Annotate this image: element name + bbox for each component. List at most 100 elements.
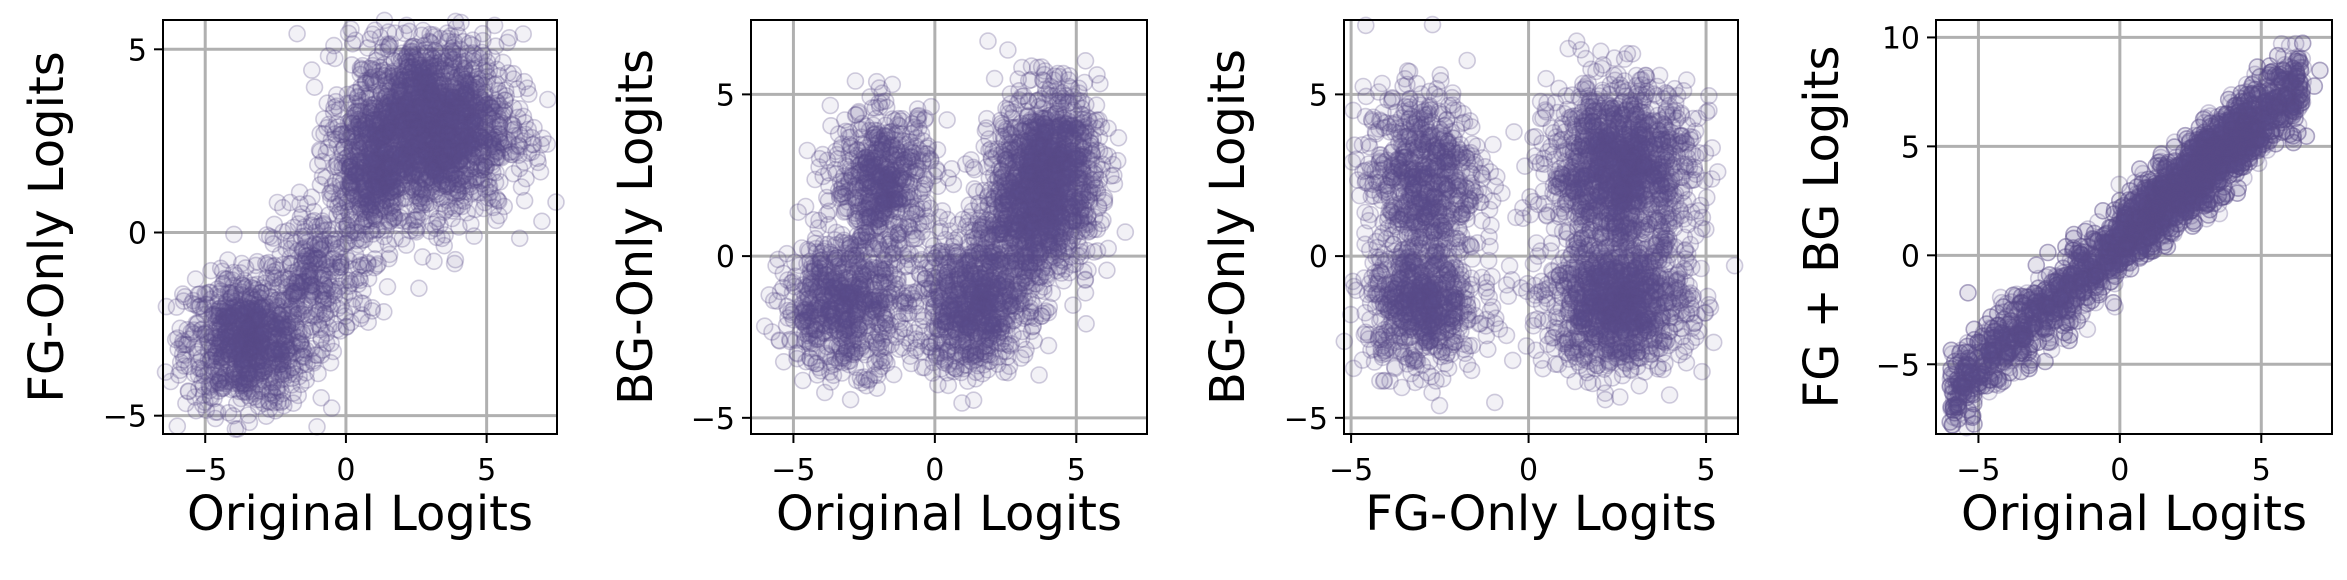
scatter-point	[510, 229, 529, 248]
scatter-point	[869, 217, 888, 235]
scatter-point	[242, 278, 260, 297]
scatter-point	[241, 389, 259, 407]
scatter-point	[262, 343, 280, 362]
scatter-point	[185, 338, 204, 357]
scatter-point	[229, 420, 247, 438]
scatter-point	[455, 143, 474, 161]
scatter-point	[240, 320, 258, 338]
scatter-point	[445, 166, 464, 184]
scatter-point	[512, 178, 531, 196]
scatter-point	[445, 254, 464, 273]
scatter-point	[252, 363, 271, 382]
scatter-point	[267, 341, 286, 359]
scatter-point	[465, 52, 484, 71]
scatter-point	[254, 324, 273, 343]
scatter-point	[245, 315, 263, 333]
scatter-point	[897, 170, 916, 189]
scatter-point	[230, 374, 248, 393]
scatter-point	[251, 372, 270, 391]
scatter-point	[795, 307, 814, 326]
scatter-point	[257, 357, 275, 376]
scatter-point	[801, 275, 820, 294]
scatter-point	[834, 310, 853, 329]
scatter-point	[275, 327, 293, 345]
scatter-point	[293, 240, 312, 258]
scatter-point	[230, 345, 248, 364]
scatter-point	[466, 168, 485, 187]
scatter-point	[822, 373, 840, 391]
scatter-point	[213, 353, 231, 371]
scatter-point	[171, 353, 190, 372]
scatter-point	[201, 378, 219, 396]
scatter-point	[491, 173, 509, 191]
scatter-point	[452, 13, 470, 32]
scatter-point	[322, 399, 341, 417]
scatter-point	[248, 275, 267, 294]
scatter-point	[224, 406, 242, 425]
scatter-point	[233, 350, 251, 368]
scatter-point	[252, 332, 270, 351]
scatter-point	[251, 336, 270, 355]
scatter-point	[234, 351, 253, 369]
scatter-point	[916, 175, 934, 193]
scatter-point	[237, 325, 255, 343]
scatter-point	[277, 343, 296, 361]
scatter-point	[305, 211, 323, 230]
scatter-point	[241, 319, 260, 338]
scatter-point	[510, 159, 529, 178]
scatter-point	[262, 317, 280, 336]
scatter-point	[833, 258, 852, 277]
scatter-point	[356, 225, 375, 244]
scatter-point	[171, 361, 189, 380]
scatter-point	[292, 375, 310, 394]
scatter-point	[214, 379, 232, 398]
scatter-point	[237, 328, 256, 347]
scatter-point	[331, 125, 350, 144]
scatter-point	[213, 353, 231, 371]
scatter-point	[266, 340, 285, 359]
scatter-point	[235, 303, 253, 322]
scatter-point	[434, 138, 453, 157]
scatter-point	[251, 339, 270, 357]
scatter-point	[187, 314, 205, 333]
scatter-point	[309, 315, 328, 333]
scatter-point	[238, 299, 257, 318]
scatter-point	[302, 61, 321, 79]
scatter-point	[242, 313, 261, 331]
scatter-point	[413, 196, 431, 214]
scatter-point	[292, 259, 310, 278]
scatter-point	[232, 312, 251, 330]
scatter-point	[490, 206, 508, 225]
scatter-point	[220, 372, 238, 391]
scatter-point	[410, 177, 428, 196]
y-axis-label: FG-Only Logits	[19, 51, 75, 403]
scatter-point	[188, 345, 206, 364]
scatter-point	[224, 318, 243, 337]
scatter-point	[263, 386, 282, 404]
scatter-point	[232, 275, 250, 294]
scatter-point	[179, 382, 198, 400]
scatter-point	[261, 369, 280, 388]
scatter-point	[325, 49, 344, 68]
scatter-point	[231, 376, 250, 395]
scatter-point	[202, 261, 220, 280]
scatter-point	[247, 307, 266, 326]
scatter-point	[810, 158, 828, 176]
scatter-point	[272, 319, 291, 338]
scatter-point	[278, 315, 297, 334]
scatter-point	[310, 141, 329, 159]
scatter-point	[306, 346, 325, 364]
scatter-point	[283, 358, 302, 377]
scatter-point	[190, 379, 208, 398]
scatter-point	[281, 300, 300, 318]
scatter-point	[429, 209, 447, 228]
scatter-point	[272, 307, 291, 326]
scatter-point	[246, 330, 264, 348]
scatter-point	[283, 302, 302, 321]
scatter-point	[382, 147, 401, 166]
scatter-point	[213, 335, 232, 354]
scatter-point	[284, 305, 303, 324]
scatter-point	[167, 298, 186, 316]
scatter-point	[868, 168, 887, 186]
scatter-point	[1030, 366, 1048, 384]
